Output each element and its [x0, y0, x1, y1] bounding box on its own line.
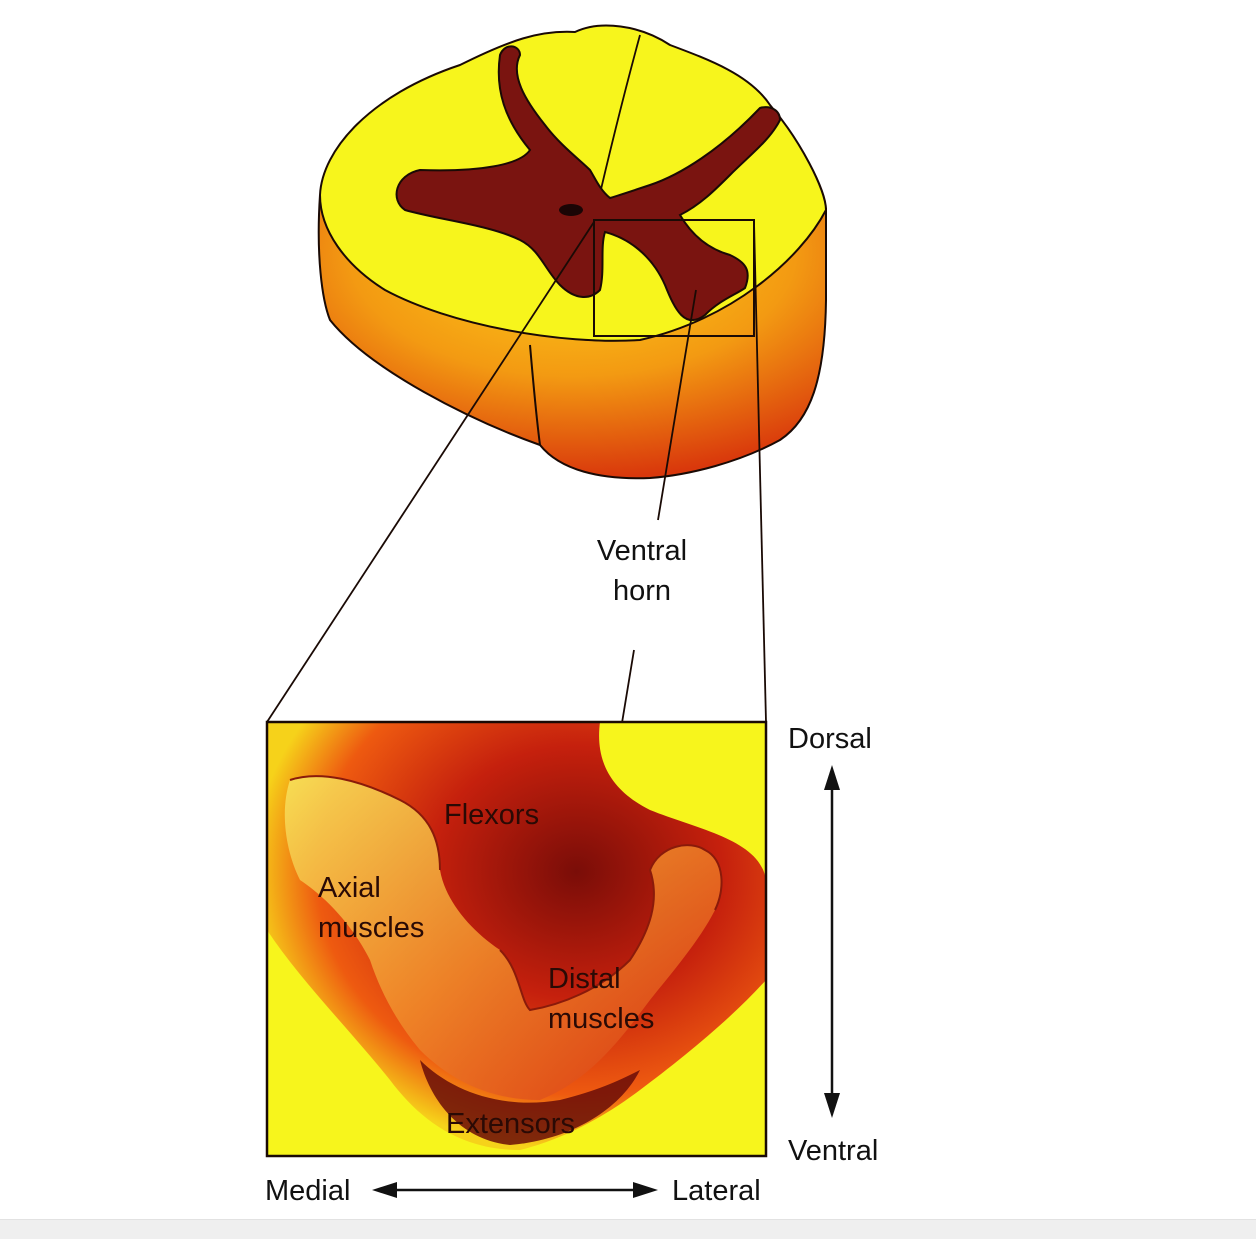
label-axial-line1: Axial: [318, 872, 381, 904]
label-dorsal: Dorsal: [788, 723, 872, 755]
label-distal-line1: Distal: [548, 963, 621, 995]
inset-arm-outline: [289, 775, 723, 1012]
dv-arrowhead-up: [824, 765, 840, 790]
ml-arrowhead-right: [633, 1182, 658, 1198]
ventral-horn-leader-upper: [657, 289, 697, 521]
label-ventral: Ventral: [788, 1135, 878, 1167]
central-canal: [559, 204, 583, 216]
ventral-fissure-side: [529, 344, 541, 446]
label-distal-line2: muscles: [548, 1003, 654, 1035]
label-medial: Medial: [265, 1175, 350, 1207]
inset-extensor-zone: [420, 1060, 640, 1145]
dorsal-ventral-axis: Dorsal Ventral: [788, 723, 878, 1167]
label-lateral: Lateral: [672, 1175, 761, 1207]
connector-right: [753, 221, 767, 723]
label-axial-line2: muscles: [318, 912, 424, 944]
medial-lateral-axis: Medial Lateral: [265, 1175, 761, 1207]
inset-lateral-white: [600, 722, 766, 860]
inset-arm-figure: [284, 776, 722, 1100]
ventral-horn-inset: [265, 720, 768, 1158]
label-extensors: Extensors: [446, 1108, 575, 1140]
ml-arrowhead-left: [372, 1182, 397, 1198]
label-flexors: Flexors: [444, 799, 539, 831]
zoom-region-box: [593, 219, 755, 337]
connector-left: [266, 221, 595, 723]
dv-arrowhead-down: [824, 1093, 840, 1118]
label-ventral-horn-line2: horn: [613, 575, 671, 607]
inset-border: [265, 720, 768, 1158]
bottom-bar: [0, 1219, 1256, 1239]
spinal-cord-slice: [317, 24, 828, 480]
gray-matter: [395, 45, 782, 322]
label-ventral-horn-line1: Ventral: [597, 535, 687, 567]
